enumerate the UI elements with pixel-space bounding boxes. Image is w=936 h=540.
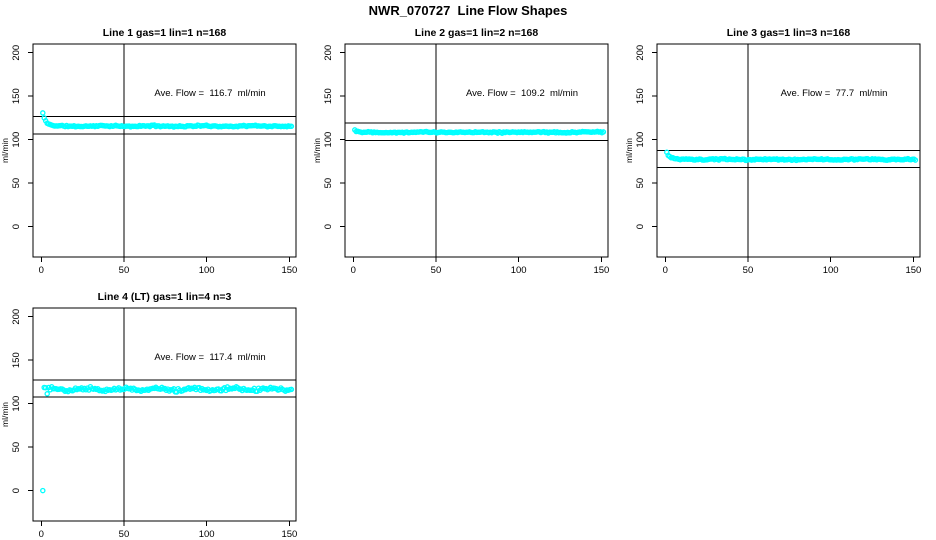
data-point (600, 129, 607, 135)
x-tick-label: 100 (823, 265, 839, 276)
data-points (664, 149, 919, 164)
y-tick-label: 0 (11, 224, 22, 229)
x-tick-label: 50 (431, 265, 442, 276)
y-tick-label: 50 (11, 442, 22, 453)
x-tick-label: 150 (593, 265, 609, 276)
y-tick-label: 200 (11, 309, 22, 325)
y-tick-label: 150 (635, 88, 646, 104)
x-tick-label: 150 (281, 529, 297, 540)
plot-box (32, 307, 297, 522)
y-tick-label: 200 (323, 45, 334, 61)
y-tick-label: 50 (635, 178, 646, 189)
y-tick-label: 100 (323, 132, 334, 148)
y-tick-label: 50 (11, 178, 22, 189)
x-tick-label: 150 (281, 265, 297, 276)
data-points (40, 383, 295, 494)
subplot-canvas: Line 1 gas=1 lin=1 n=168 0 50 100 150 0 50 100 1… (0, 27, 297, 276)
data-point (40, 110, 46, 116)
y-tick-label: 200 (635, 45, 646, 61)
subplot-canvas: Line 4 (LT) gas=1 lin=4 n=3 0 50 100 150 0 50 1… (0, 291, 297, 540)
y-tick-label: 100 (11, 396, 22, 412)
subplot-line-2: Line 2 gas=1 lin=2 n=168 0 50 100 150 0 50 100 1… (312, 0, 624, 280)
y-tick-label: 50 (323, 178, 334, 189)
plot-box (344, 43, 609, 258)
subplot-line-4: Line 4 (LT) gas=1 lin=4 n=3 0 50 100 150 0 50 1… (0, 270, 312, 540)
subplot-line-3: Line 3 gas=1 lin=3 n=168 0 50 100 150 0 50 100 1… (624, 0, 936, 280)
y-tick-label: 0 (635, 224, 646, 229)
subplot-canvas: Line 2 gas=1 lin=2 n=168 0 50 100 150 0 50 100 1… (312, 27, 609, 276)
x-tick-label: 100 (511, 265, 527, 276)
y-tick-label: 100 (11, 132, 22, 148)
plot-box (32, 43, 297, 258)
x-tick-label: 50 (119, 529, 130, 540)
y-axis-label: ml/min (312, 138, 322, 163)
x-tick-label: 50 (743, 265, 754, 276)
x-tick-label: 0 (39, 529, 44, 540)
y-tick-label: 150 (11, 352, 22, 368)
data-point (44, 391, 50, 397)
subplot-title: Line 2 gas=1 lin=2 n=168 (415, 27, 539, 39)
y-tick-label: 100 (635, 132, 646, 148)
y-axis-label: ml/min (624, 138, 634, 163)
y-tick-label: 150 (11, 88, 22, 104)
x-tick-label: 50 (119, 265, 130, 276)
y-tick-label: 0 (323, 224, 334, 229)
subplot-line-1: Line 1 gas=1 lin=1 n=168 0 50 100 150 0 50 100 1… (0, 0, 312, 280)
y-tick-label: 200 (11, 45, 22, 61)
figure-title: NWR_070727 Line Flow Shapes (368, 3, 568, 18)
x-tick-label: 100 (199, 265, 215, 276)
data-points (40, 110, 295, 130)
x-tick-label: 0 (663, 265, 668, 276)
ave-flow-annotation: Ave. Flow = 116.7 ml/min (154, 88, 265, 99)
subplot-title: Line 3 gas=1 lin=3 n=168 (727, 27, 851, 39)
x-tick-label: 0 (351, 265, 356, 276)
y-tick-label: 150 (323, 88, 334, 104)
y-tick-label: 0 (11, 488, 22, 493)
subplot-title: Line 4 (LT) gas=1 lin=4 n=3 (98, 291, 232, 303)
ave-flow-annotation: Ave. Flow = 117.4 ml/min (154, 352, 265, 363)
y-axis-label: ml/min (0, 138, 10, 163)
subplot-canvas: Line 3 gas=1 lin=3 n=168 0 50 100 150 0 50 100 1… (624, 27, 921, 276)
x-tick-label: 150 (905, 265, 921, 276)
data-point (288, 386, 295, 393)
data-points (352, 127, 607, 136)
data-point (288, 123, 295, 130)
x-tick-label: 0 (39, 265, 44, 276)
data-point (912, 157, 919, 163)
subplot-title: Line 1 gas=1 lin=1 n=168 (103, 27, 227, 39)
data-point (42, 384, 49, 391)
ave-flow-annotation: Ave. Flow = 77.7 ml/min (781, 88, 888, 99)
x-tick-label: 100 (199, 529, 215, 540)
ave-flow-annotation: Ave. Flow = 109.2 ml/min (466, 88, 578, 99)
data-point (40, 487, 46, 494)
y-axis-label: ml/min (0, 402, 10, 427)
